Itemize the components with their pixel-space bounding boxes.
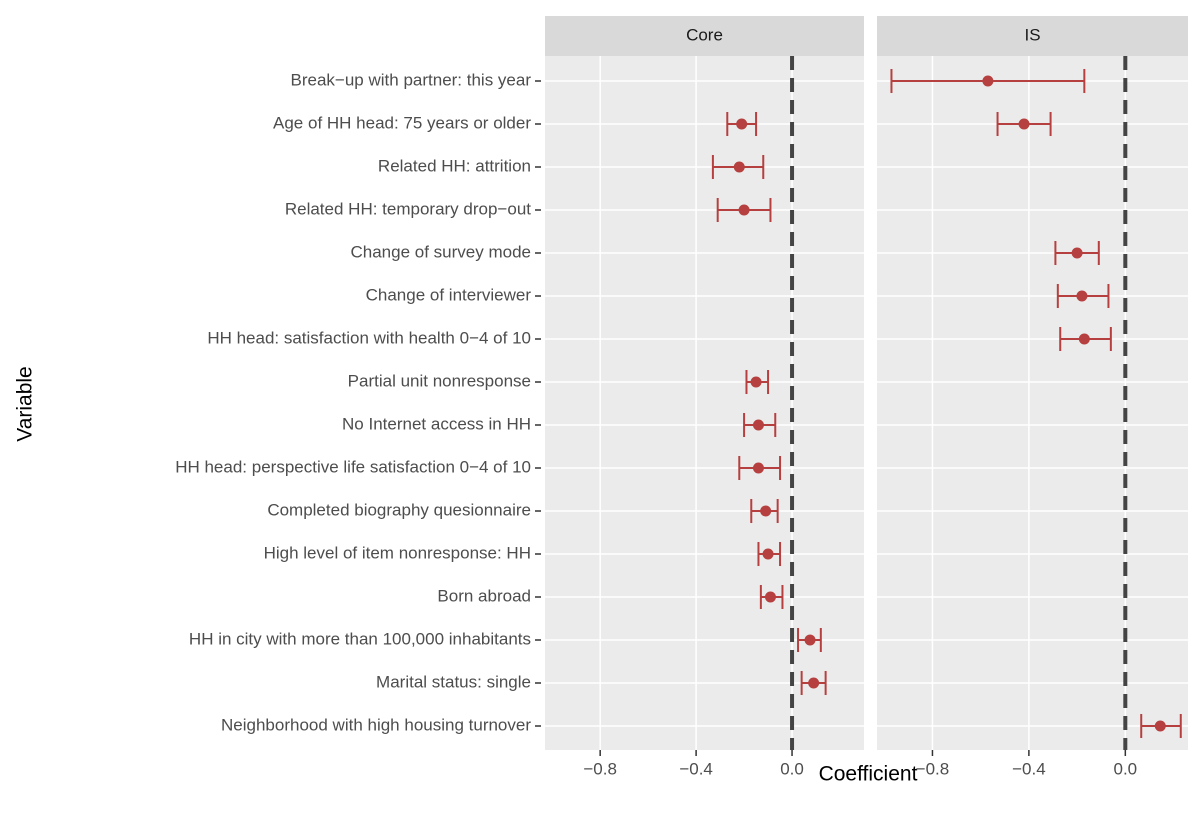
y-tick-label: Change of interviewer — [366, 285, 532, 304]
point — [752, 419, 764, 431]
y-tick-label: High level of item nonresponse: HH — [264, 543, 531, 562]
point — [1018, 118, 1030, 130]
y-tick-label: Related HH: temporary drop−out — [285, 199, 531, 218]
x-tick-label: −0.8 — [583, 759, 617, 778]
point — [1071, 247, 1083, 259]
point — [733, 161, 745, 173]
point — [1076, 290, 1088, 302]
panel-background — [545, 56, 864, 750]
panel-background — [877, 56, 1188, 750]
point — [750, 376, 762, 388]
panel-title: IS — [1024, 25, 1040, 44]
y-tick-label: HH in city with more than 100,000 inhabi… — [189, 629, 531, 648]
x-tick-label: 0.0 — [1113, 759, 1137, 778]
point — [764, 591, 776, 603]
point — [1078, 333, 1090, 345]
y-tick-label: Marital status: single — [376, 672, 531, 691]
x-tick-label: 0.0 — [780, 759, 804, 778]
y-tick-label: Change of survey mode — [351, 242, 532, 261]
point — [804, 634, 816, 646]
y-tick-label: Break−up with partner: this year — [291, 70, 532, 89]
y-tick-label: HH head: perspective life satisfaction 0… — [175, 457, 531, 476]
x-tick-label: −0.4 — [679, 759, 713, 778]
y-tick-label: Neighborhood with high housing turnover — [221, 715, 531, 734]
x-tick-label: −0.4 — [1012, 759, 1046, 778]
point — [1154, 720, 1166, 732]
y-tick-label: Related HH: attrition — [378, 156, 531, 175]
y-tick-label: HH head: satisfaction with health 0−4 of… — [207, 328, 531, 347]
panel-title: Core — [686, 25, 723, 44]
strip — [545, 16, 864, 56]
point — [762, 548, 774, 560]
point — [808, 677, 820, 689]
point — [738, 204, 750, 216]
point — [982, 75, 994, 87]
point — [760, 505, 772, 517]
x-axis-title: Coefficient — [819, 763, 918, 786]
x-tick-label: −0.8 — [916, 759, 950, 778]
point — [736, 118, 748, 130]
point — [752, 462, 764, 474]
y-tick-label: No Internet access in HH — [342, 414, 531, 433]
y-tick-label: Partial unit nonresponse — [348, 371, 531, 390]
strip — [877, 16, 1188, 56]
y-tick-label: Born abroad — [437, 586, 531, 605]
y-axis-title: Variable — [14, 366, 37, 442]
y-tick-label: Completed biography quesionnaire — [267, 500, 531, 519]
y-tick-label: Age of HH head: 75 years or older — [273, 113, 531, 132]
